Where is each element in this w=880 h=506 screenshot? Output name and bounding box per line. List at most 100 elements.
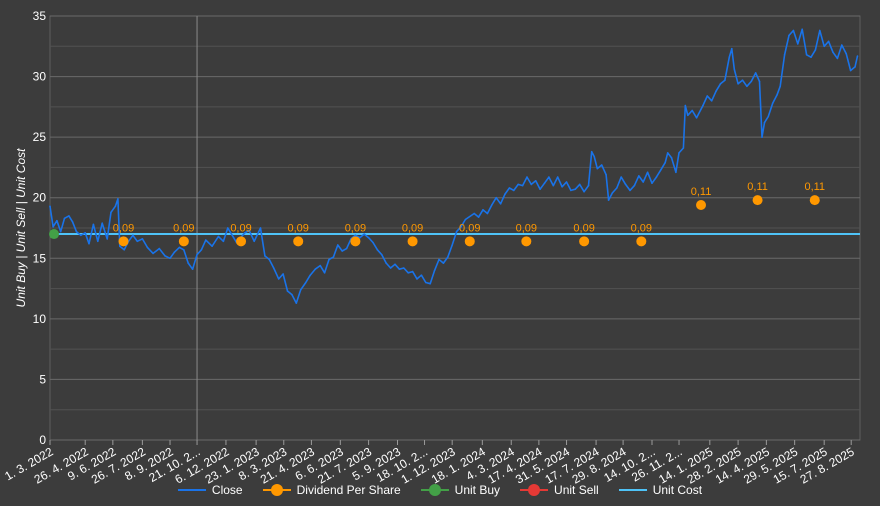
- close-point: [63, 217, 66, 220]
- dividend-point: [178, 236, 189, 247]
- dividend-label: 0,09: [345, 222, 366, 234]
- legend-label: Dividend Per Share: [296, 483, 401, 497]
- gridlines: [50, 15, 860, 441]
- close-point: [746, 85, 748, 88]
- close-point: [341, 250, 344, 252]
- y-tick-label: 0: [39, 433, 46, 447]
- close-point: [836, 57, 839, 60]
- legend-label: Close: [211, 483, 243, 497]
- close-point: [244, 232, 246, 234]
- close-point: [447, 256, 449, 258]
- close-point: [222, 240, 225, 243]
- close-point: [114, 205, 117, 207]
- close-point: [565, 181, 568, 183]
- close-point: [438, 258, 440, 261]
- close-point: [354, 234, 357, 237]
- dividend-point: [118, 236, 129, 247]
- close-point: [52, 226, 54, 228]
- close-point: [684, 104, 687, 107]
- dividend-point: [293, 236, 304, 247]
- close-point: [71, 221, 74, 223]
- close-point: [314, 268, 317, 271]
- close-point: [305, 281, 307, 284]
- unit-buy-series: [49, 229, 59, 240]
- close-point: [132, 234, 134, 237]
- close-point: [556, 176, 559, 178]
- close-point: [68, 215, 70, 217]
- close-point: [433, 269, 436, 272]
- legend-item-unit-buy[interactable]: Unit Buy: [420, 483, 500, 497]
- close-point: [309, 274, 312, 277]
- close-point: [495, 196, 498, 199]
- close-point: [827, 40, 830, 43]
- close-point: [733, 68, 736, 71]
- close-point: [429, 282, 432, 285]
- legend-item-dividend[interactable]: Dividend Per Share: [262, 483, 401, 497]
- legend: Close Dividend Per Share Unit Buy Unit S…: [0, 483, 880, 497]
- close-point: [272, 267, 275, 269]
- close-point: [110, 211, 112, 214]
- close-point: [856, 55, 859, 57]
- close-point: [211, 245, 213, 247]
- close-point: [783, 54, 786, 56]
- close-point: [411, 270, 414, 273]
- legend-item-unit-cost[interactable]: Unit Cost: [618, 483, 702, 497]
- close-point: [97, 240, 99, 243]
- dividend-series: 0,09 0,09 0,09 0,09 0,09 0,09 0,09 0,09 0,09 0,09…: [113, 181, 825, 247]
- close-point: [660, 169, 662, 171]
- close-point: [295, 302, 298, 304]
- close-point: [767, 115, 770, 118]
- legend-item-close[interactable]: Close: [177, 483, 243, 497]
- close-point: [805, 54, 808, 56]
- close-point: [638, 175, 640, 177]
- close-point: [146, 246, 149, 249]
- close-point: [268, 258, 271, 261]
- close-point: [719, 83, 722, 85]
- close-point: [695, 117, 698, 119]
- close-swatch: [177, 484, 206, 496]
- close-point: [291, 293, 293, 296]
- close-point: [620, 176, 622, 178]
- close-point: [741, 79, 744, 81]
- close-point: [367, 236, 370, 239]
- close-point: [282, 273, 284, 275]
- close-point: [561, 186, 563, 188]
- dividend-point: [579, 236, 590, 247]
- close-point: [381, 253, 383, 256]
- close-point: [521, 184, 524, 187]
- dividend-point: [636, 236, 647, 247]
- close-point: [504, 193, 506, 195]
- close-point: [530, 183, 533, 186]
- close-point: [788, 34, 790, 37]
- unit-buy-swatch: [420, 484, 449, 496]
- close-point: [687, 114, 689, 117]
- close-point: [248, 229, 250, 232]
- close-point: [88, 242, 90, 245]
- close-point: [332, 256, 335, 258]
- close-point: [398, 268, 401, 271]
- close-point: [253, 240, 255, 243]
- dividend-label: 0,09: [113, 222, 134, 234]
- close-point: [486, 212, 489, 215]
- close-point: [655, 176, 658, 178]
- close-point: [75, 230, 78, 233]
- close-point: [624, 183, 627, 186]
- close-point: [376, 249, 379, 251]
- close-point: [403, 267, 405, 269]
- close-point: [59, 230, 62, 233]
- close-point: [832, 51, 834, 54]
- unit-cost-swatch: [618, 484, 647, 496]
- close-point: [691, 109, 693, 112]
- y-tick-label: 5: [39, 372, 46, 386]
- close-point: [854, 66, 856, 68]
- legend-item-unit-sell[interactable]: Unit Sell: [520, 483, 599, 497]
- close-point: [286, 290, 289, 292]
- close-point: [49, 205, 51, 207]
- dividend-point: [752, 195, 763, 206]
- close-point: [670, 156, 673, 159]
- close-point: [80, 234, 82, 237]
- close-point: [491, 204, 493, 206]
- close-point: [678, 152, 680, 154]
- close-point: [664, 161, 666, 164]
- close-point: [425, 281, 427, 284]
